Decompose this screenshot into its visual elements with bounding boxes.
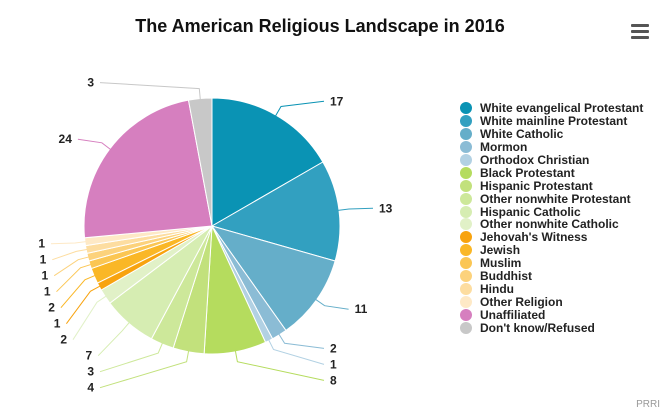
legend-item-hispanic-protestant[interactable]: Hispanic Protestant	[460, 178, 643, 193]
data-label-orthodox-christian: 1	[330, 357, 337, 371]
legend-item-white-mainline-protestant[interactable]: White mainline Protestant	[460, 114, 643, 129]
data-label-buddhist: 1	[42, 269, 49, 283]
legend-item-don-t-know-refused[interactable]: Don't know/Refused	[460, 320, 643, 335]
chart-legend: White evangelical Protestant White mainli…	[460, 101, 644, 335]
chart-title: The American Religious Landscape in 2016	[135, 16, 505, 36]
hamburger-menu-icon[interactable]	[631, 24, 649, 40]
legend-item-hispanic-catholic[interactable]: Hispanic Catholic	[460, 204, 643, 219]
data-label-hispanic-protestant: 4	[87, 381, 94, 395]
legend-swatch	[460, 166, 472, 179]
legend-swatch	[460, 257, 472, 270]
data-label-other-nonwhite-protestant: 3	[87, 365, 94, 379]
connector-other-religion	[50, 241, 88, 245]
legend-swatch	[460, 179, 472, 192]
legend-swatch	[460, 321, 472, 334]
connector-jehovah-s-witness	[65, 285, 102, 324]
legend-label: Black Protestant	[480, 165, 575, 180]
legend-item-white-catholic[interactable]: White Catholic	[460, 127, 643, 142]
credit-text: PRRI	[636, 399, 660, 410]
data-label-jewish: 2	[48, 301, 55, 315]
legend-label: Jewish	[480, 243, 521, 258]
legend-swatch	[460, 102, 472, 115]
connector-white-evangelical-protestant	[274, 100, 325, 118]
connector-other-nonwhite-catholic	[72, 295, 108, 340]
legend-item-unaffiliated[interactable]: Unaffiliated	[460, 307, 643, 322]
legend-swatch	[460, 231, 472, 244]
legend-item-jehovah-s-witness[interactable]: Jehovah's Witness	[460, 230, 643, 245]
legend-item-orthodox-christian[interactable]: Orthodox Christian	[460, 153, 643, 168]
legend-item-white-evangelical-protestant[interactable]: White evangelical Protestant	[460, 101, 644, 116]
legend-item-hindu[interactable]: Hindu	[460, 281, 643, 296]
data-label-other-nonwhite-catholic: 2	[60, 333, 67, 347]
legend-label: Hispanic Catholic	[480, 204, 581, 219]
legend-swatch	[460, 308, 472, 321]
legend-item-other-nonwhite-catholic[interactable]: Other nonwhite Catholic	[460, 217, 643, 232]
legend-swatch	[460, 270, 472, 283]
legend-item-other-religion[interactable]: Other Religion	[460, 294, 643, 309]
data-label-jehovah-s-witness: 1	[54, 317, 61, 331]
legend-label: Other nonwhite Catholic	[480, 217, 619, 232]
connector-mormon	[277, 332, 325, 349]
connector-other-nonwhite-protestant	[99, 341, 164, 373]
legend-item-jewish[interactable]: Jewish	[460, 243, 643, 258]
data-label-white-catholic: 11	[355, 302, 368, 316]
legend-item-mormon[interactable]: Mormon	[460, 140, 643, 155]
legend-swatch	[460, 218, 472, 231]
legend-swatch	[460, 282, 472, 295]
connector-buddhist	[53, 256, 90, 277]
legend-label: Other Religion	[480, 294, 563, 309]
connector-don-t-know-refused	[99, 82, 201, 101]
legend-label: Orthodox Christian	[480, 153, 590, 168]
legend-label: Hindu	[480, 281, 514, 296]
connector-hindu	[52, 248, 89, 261]
data-label-hispanic-catholic: 7	[86, 349, 93, 363]
data-label-white-mainline-protestant: 13	[379, 201, 393, 215]
data-label-mormon: 2	[330, 341, 337, 355]
legend-label: White evangelical Protestant	[480, 101, 644, 116]
data-label-don-t-know-refused: 3	[87, 76, 94, 90]
legend-swatch	[460, 115, 472, 128]
data-label-muslim: 1	[44, 285, 51, 299]
legend-item-buddhist[interactable]: Buddhist	[460, 269, 643, 284]
data-label-white-evangelical-protestant: 17	[330, 94, 344, 108]
legend-swatch	[460, 141, 472, 154]
legend-label: Other nonwhite Protestant	[480, 191, 631, 206]
connector-white-catholic	[314, 298, 349, 310]
legend-swatch	[460, 128, 472, 141]
data-label-other-religion: 1	[38, 237, 45, 251]
connector-muslim	[56, 263, 93, 293]
legend-swatch	[460, 154, 472, 166]
connector-hispanic-catholic	[97, 321, 131, 357]
legend-item-black-protestant[interactable]: Black Protestant	[460, 165, 643, 180]
legend-label: Mormon	[480, 140, 528, 155]
legend-label: Unaffiliated	[480, 307, 546, 322]
legend-swatch	[460, 244, 472, 257]
legend-label: Jehovah's Witness	[480, 230, 588, 245]
data-label-unaffiliated: 24	[59, 132, 73, 146]
legend-label: Hispanic Protestant	[480, 178, 593, 193]
legend-swatch	[460, 192, 472, 205]
connector-black-protestant	[234, 349, 325, 381]
legend-swatch	[460, 295, 472, 308]
legend-item-other-nonwhite-protestant[interactable]: Other nonwhite Protestant	[460, 191, 643, 206]
legend-label: White mainline Protestant	[480, 114, 628, 129]
connector-unaffiliated	[77, 138, 112, 151]
legend-swatch	[460, 205, 472, 218]
connector-orthodox-christian	[267, 338, 325, 365]
legend-label: Buddhist	[480, 269, 532, 284]
data-label-black-protestant: 8	[330, 373, 337, 387]
legend-label: White Catholic	[480, 127, 564, 142]
legend-label: Muslim	[480, 256, 522, 271]
connector-white-mainline-protestant	[336, 207, 374, 211]
connector-jewish	[60, 274, 97, 309]
data-label-hindu: 1	[40, 253, 47, 267]
connector-hispanic-protestant	[99, 349, 190, 389]
legend-label: Don't know/Refused	[480, 320, 595, 335]
legend-item-muslim[interactable]: Muslim	[460, 256, 643, 271]
